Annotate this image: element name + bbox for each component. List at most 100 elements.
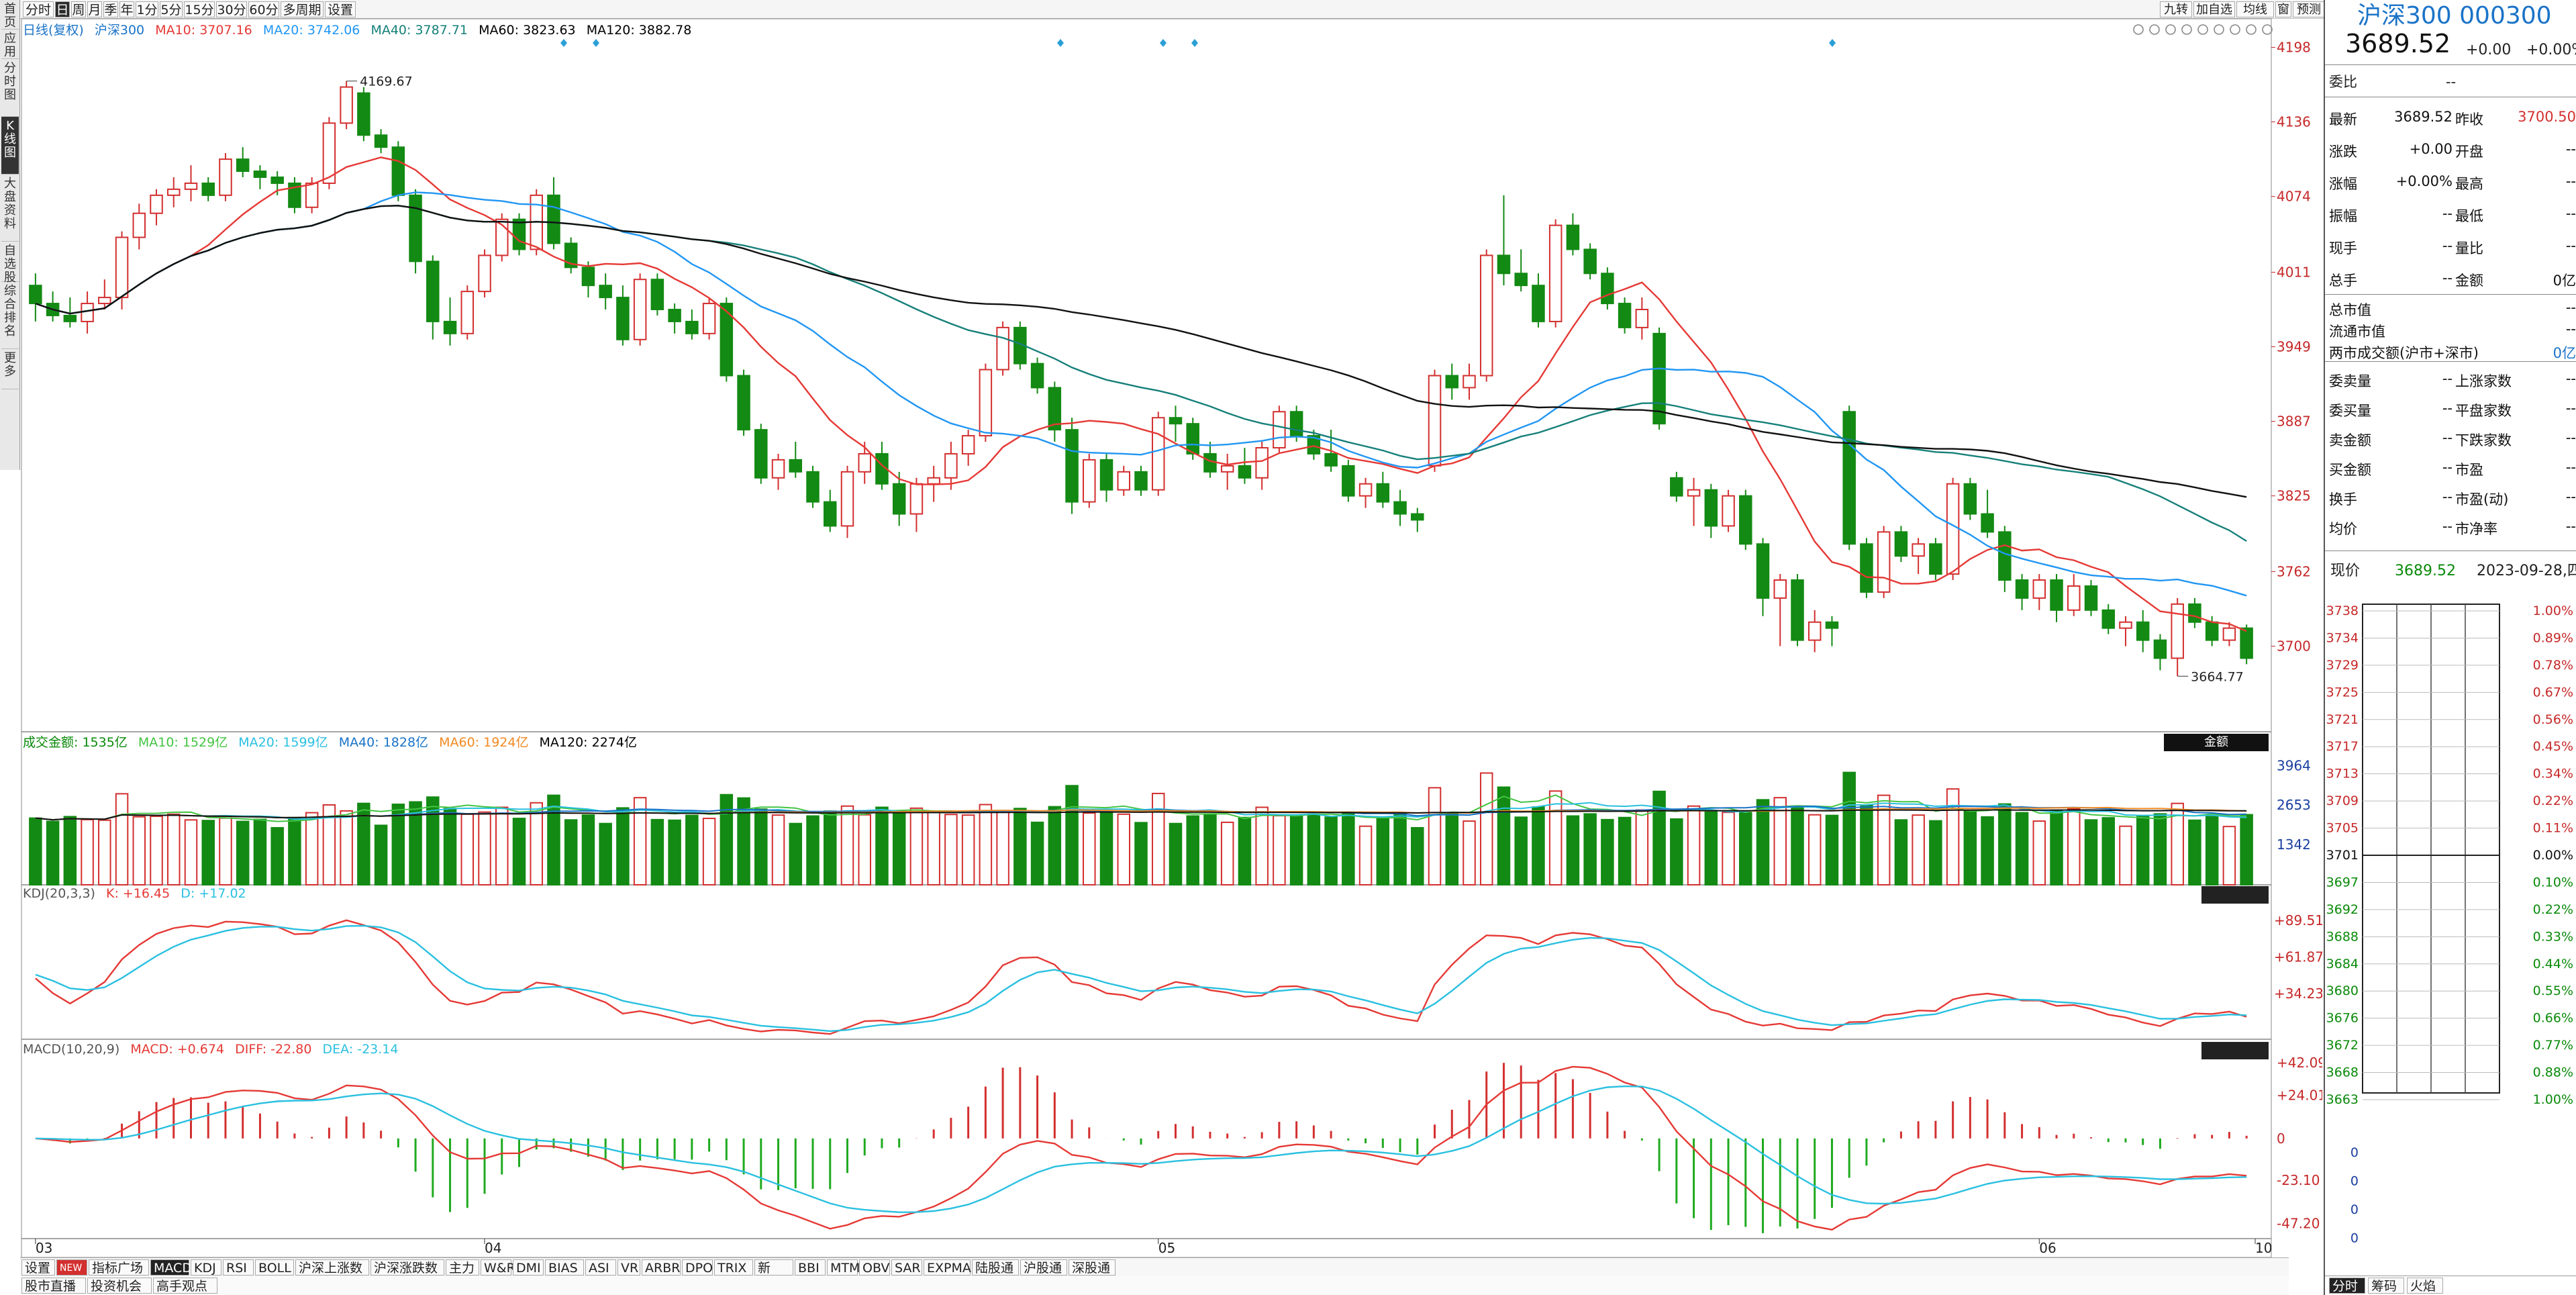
volume-bar — [806, 815, 820, 885]
volume-bar — [1048, 806, 1062, 885]
event-marker[interactable] — [1191, 39, 1198, 47]
zoom-in-icon[interactable] — [2246, 24, 2257, 35]
indicator-tab-14[interactable]: VR — [617, 1259, 640, 1276]
quote-row: 涨跌 +0.00 开盘 -- — [2325, 133, 2576, 162]
quote-tab-2[interactable]: 火焰 — [2407, 1278, 2443, 1294]
event-marker[interactable] — [1160, 39, 1167, 47]
mini-left-label: 3721 — [2326, 712, 2359, 727]
macd-tick-label: 0 — [2277, 1131, 2285, 1147]
volume-bar — [685, 814, 699, 885]
back-icon[interactable] — [2149, 24, 2160, 35]
side-tab-3[interactable]: K线图 — [1, 117, 19, 175]
event-marker[interactable] — [1829, 39, 1836, 47]
macd-tag[interactable] — [2201, 1042, 2269, 1059]
undo-icon[interactable] — [2165, 24, 2176, 35]
trash-icon[interactable] — [2230, 24, 2240, 35]
zoom-out-icon[interactable] — [2262, 24, 2273, 35]
period-4[interactable]: 季 — [103, 1, 118, 17]
side-tab-6[interactable]: 综合排名 — [1, 282, 19, 349]
side-tab-2[interactable]: 分时图 — [1, 59, 19, 117]
candle-body — [754, 429, 768, 479]
volume-bar — [1411, 826, 1424, 886]
candle-body — [81, 303, 94, 322]
intraday-mini-chart[interactable]: 3738 3734 3729 3725 3721 3717 3713 3709 3705 3701… — [2325, 591, 2576, 1262]
indicator-tab-22[interactable]: SAR — [891, 1259, 922, 1276]
indicator-tab-23[interactable]: EXPMA — [924, 1259, 971, 1276]
indicator-tab-2[interactable]: 指标广场 — [89, 1259, 149, 1276]
indicator-tab-9[interactable]: 主力 — [446, 1259, 479, 1276]
indicator-tab-7[interactable]: 沪深上涨数 — [295, 1259, 369, 1276]
side-tab-5[interactable]: 自选股 — [1, 242, 19, 285]
bottom-link-0[interactable]: 股市直播 — [21, 1278, 86, 1294]
indicator-tab-18[interactable]: 新DMA — [754, 1259, 793, 1292]
indicator-tab-0[interactable]: 设置 — [21, 1259, 55, 1276]
indicator-tab-11[interactable]: DMI — [513, 1259, 544, 1276]
period-11[interactable]: 多周期 — [281, 1, 324, 17]
market-row: 两市成交额(沪市+深市) 0亿 — [2325, 338, 2576, 361]
indicator-tab-19[interactable]: BBI — [795, 1259, 826, 1276]
period-5[interactable]: 年 — [119, 1, 134, 17]
candles — [29, 81, 2253, 677]
indicator-tab-26[interactable]: 深股通 — [1069, 1259, 1116, 1276]
indicator-tab-10[interactable]: W&R — [481, 1259, 515, 1276]
indicator-tab-1[interactable]: NEW — [56, 1259, 87, 1276]
indicator-tab-21[interactable]: OBV — [859, 1259, 890, 1276]
indicator-tab-12[interactable]: BIAS — [545, 1259, 584, 1276]
candle-body — [2050, 579, 2063, 611]
redo-icon[interactable] — [2181, 24, 2192, 35]
volume-bar — [1877, 794, 1891, 885]
side-tab-0[interactable]: 首页 — [1, 0, 19, 30]
eye-icon[interactable] — [2133, 24, 2144, 35]
quote-value: 3700.50 — [2518, 109, 2576, 125]
event-marker[interactable] — [560, 39, 567, 47]
side-tab-4[interactable]: 大盘资料 — [1, 175, 19, 242]
indicator-tab-4[interactable]: KDJ — [191, 1259, 221, 1276]
indicator-tab-8[interactable]: 沪深涨跌数 — [370, 1259, 444, 1276]
period-12[interactable]: 设置 — [325, 1, 356, 17]
toolbar-right-1[interactable]: 加自选 — [2193, 1, 2235, 17]
toolbar-right-4[interactable]: 预测 — [2293, 1, 2325, 17]
period-2[interactable]: 周 — [71, 1, 86, 17]
quote-tab-0[interactable]: 分时 — [2329, 1278, 2365, 1294]
period-9[interactable]: 30分 — [216, 1, 247, 17]
quote-tab-1[interactable]: 筹码 — [2368, 1278, 2404, 1294]
indicator-tab-5[interactable]: RSI — [223, 1259, 254, 1276]
indicator-tab-24[interactable]: 陆股通 — [972, 1259, 1019, 1276]
period-10[interactable]: 60分 — [248, 1, 279, 17]
kdj-tag[interactable] — [2201, 886, 2269, 904]
indicator-tab-6[interactable]: BOLL — [255, 1259, 294, 1276]
period-0[interactable]: 分时 — [23, 1, 54, 17]
candle-body — [1169, 417, 1183, 425]
side-tab-7[interactable]: 更多 — [1, 349, 19, 389]
lock-icon[interactable] — [2214, 24, 2224, 35]
toolbar-right-0[interactable]: 九转 — [2160, 1, 2192, 17]
indicator-tab-17[interactable]: TRIX — [714, 1259, 753, 1276]
period-6[interactable]: 1分 — [136, 1, 158, 17]
bottom-link-1[interactable]: 投资机会 — [87, 1278, 152, 1294]
candle-body — [150, 194, 163, 214]
bottom-link-2[interactable]: 高手观点 — [153, 1278, 217, 1294]
candle-body — [979, 369, 993, 437]
period-7[interactable]: 5分 — [160, 1, 183, 17]
quote-row: 振幅 -- 最低 -- — [2325, 197, 2576, 227]
event-marker[interactable] — [1057, 39, 1064, 47]
indicator-tab-15[interactable]: ARBR — [642, 1259, 681, 1276]
candle-body — [892, 483, 906, 515]
candle-body — [1428, 375, 1442, 467]
hand-icon[interactable] — [2197, 24, 2208, 35]
period-1[interactable]: 日 — [55, 1, 70, 17]
period-3[interactable]: 月 — [87, 1, 102, 17]
period-8[interactable]: 15分 — [184, 1, 215, 17]
kline-chart[interactable]: 4198 4136 4074 4011 3949 3887 3825 3762 3700 4169… — [0, 0, 2322, 1262]
indicator-tab-25[interactable]: 沪股通 — [1020, 1259, 1067, 1276]
toolbar-right-2[interactable]: 均线 — [2236, 1, 2274, 17]
side-tab-1[interactable]: 应用 — [1, 30, 19, 59]
event-marker[interactable] — [593, 39, 599, 47]
candle-body — [650, 279, 664, 311]
toolbar-right-3[interactable]: 窗 — [2275, 1, 2291, 17]
indicator-tab-3[interactable]: MACD — [150, 1259, 192, 1276]
indicator-tab-16[interactable]: DPO — [682, 1259, 713, 1276]
indicator-tab-13[interactable]: ASI — [585, 1259, 616, 1276]
indicator-tab-20[interactable]: MTM — [827, 1259, 860, 1276]
volume-badge[interactable]: 金额 — [2164, 734, 2269, 751]
